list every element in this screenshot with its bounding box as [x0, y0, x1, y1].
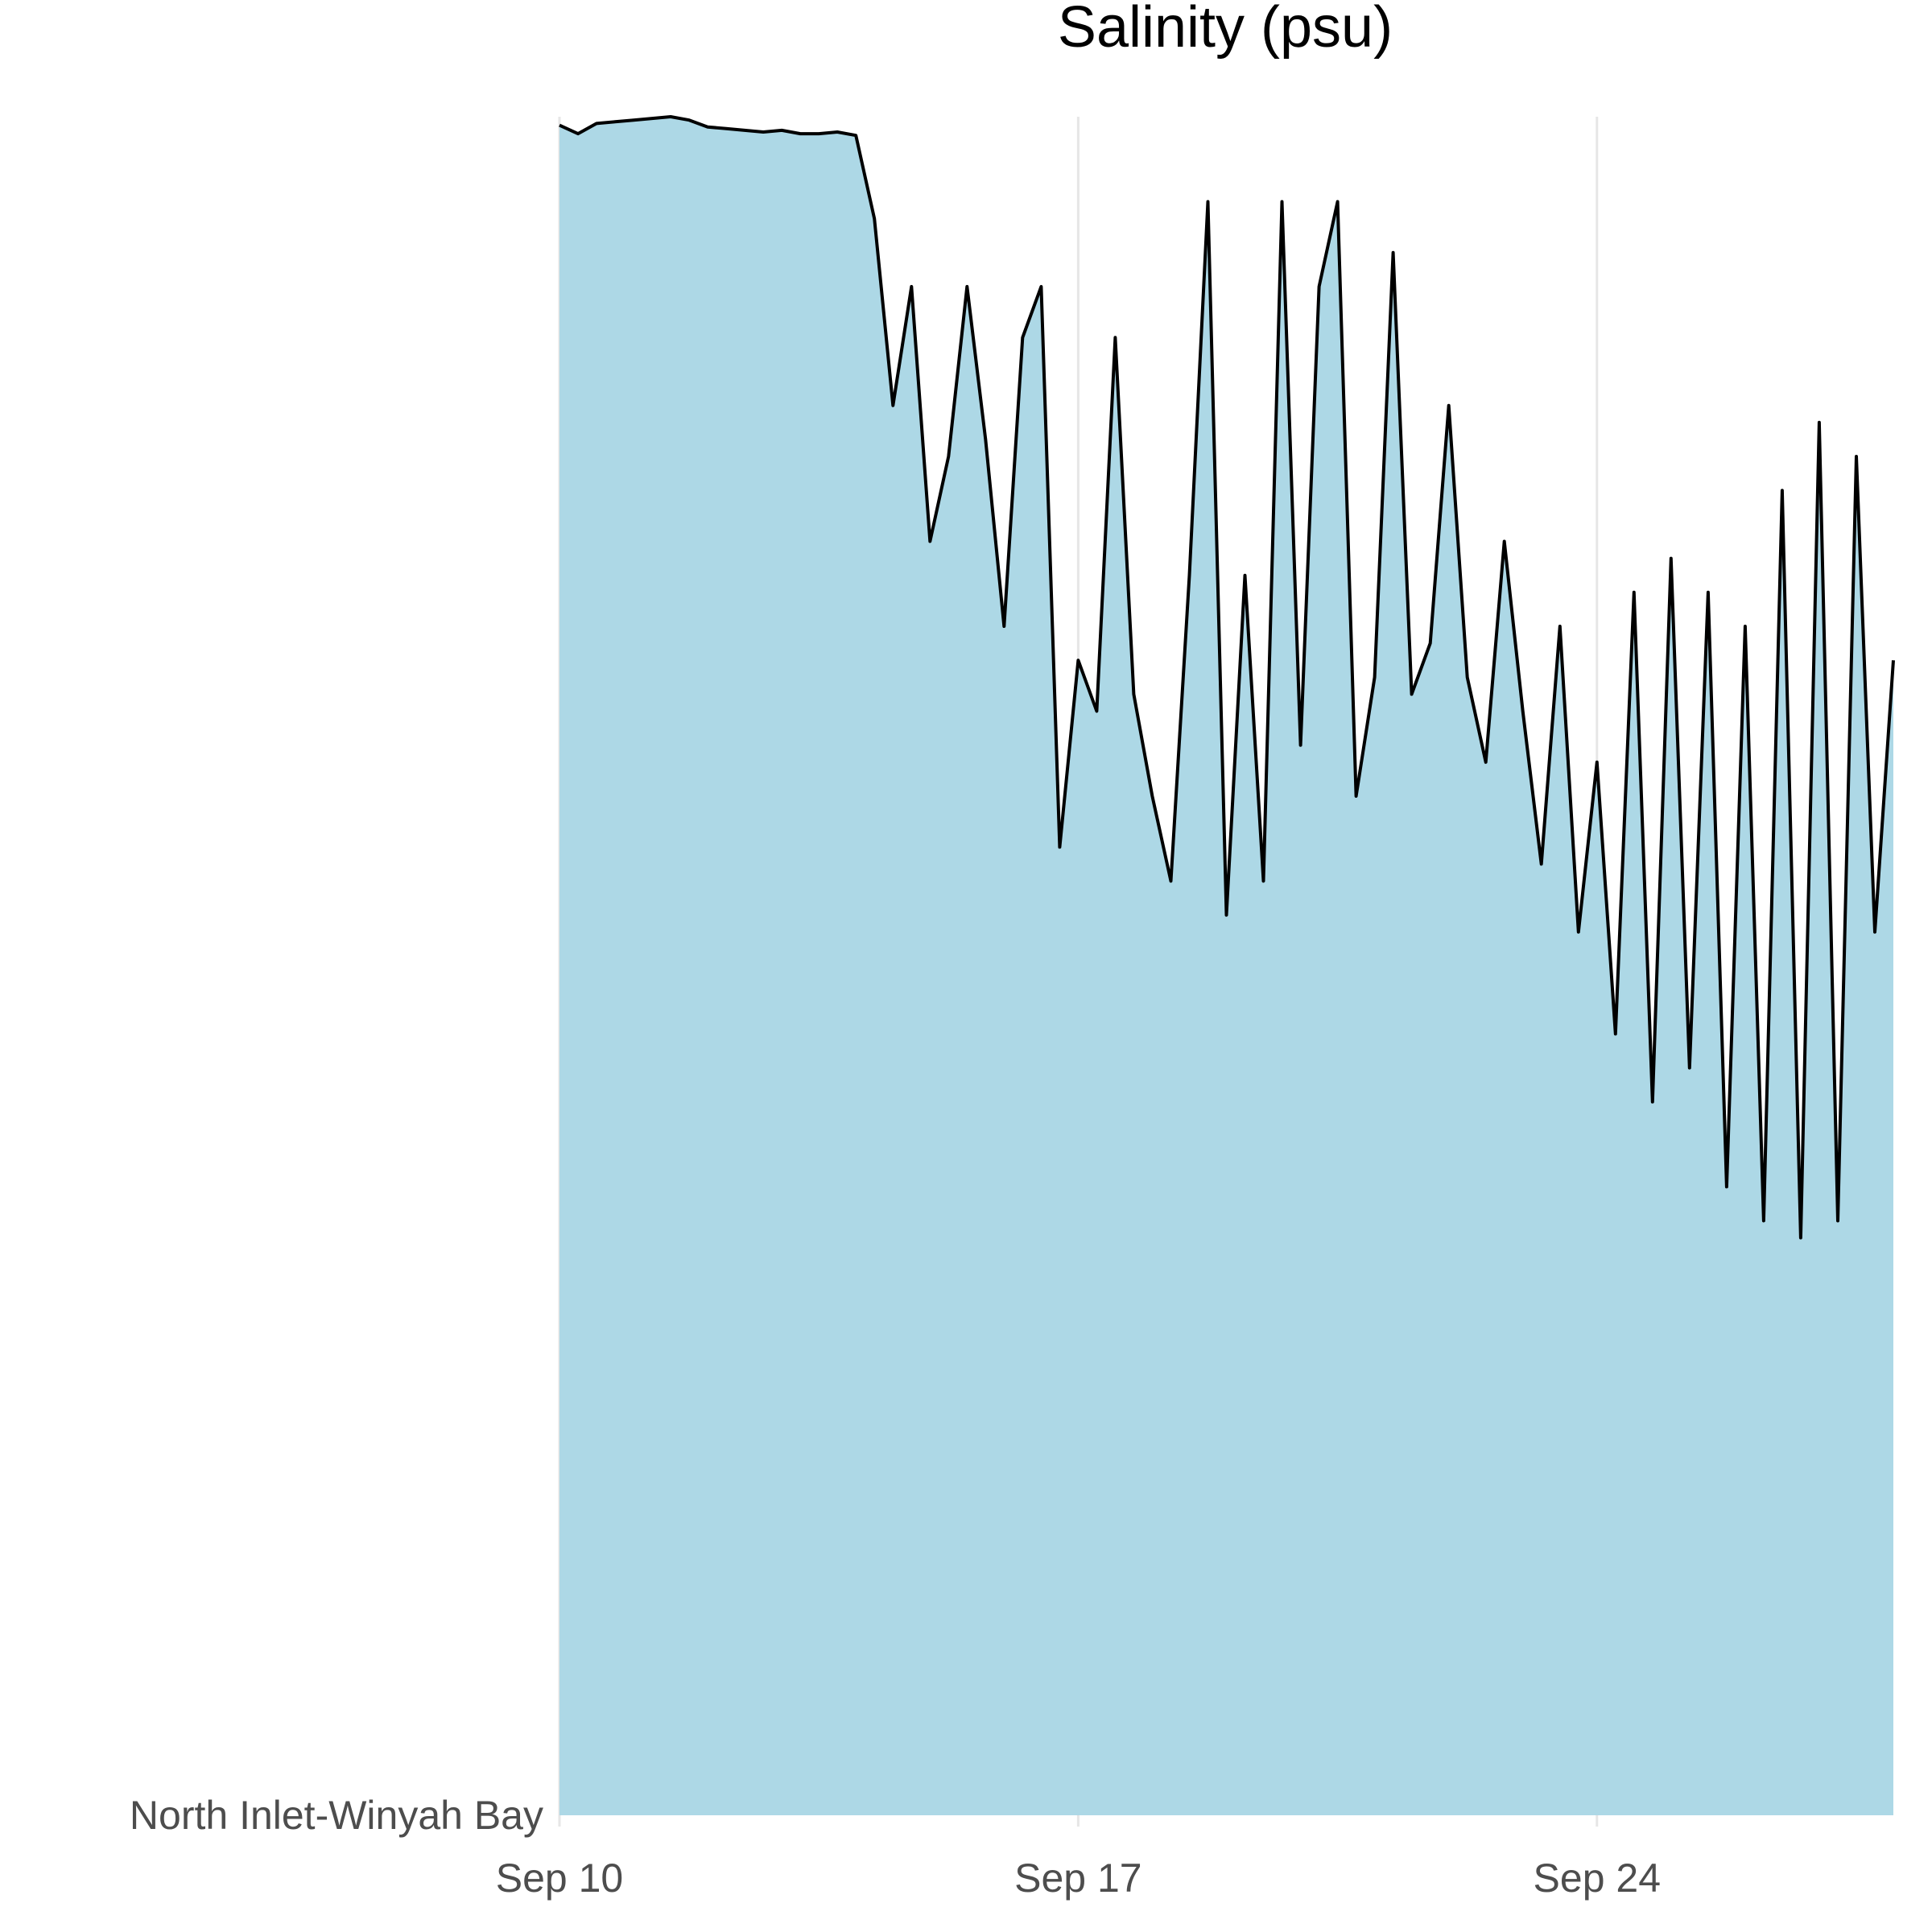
- salinity-area: [559, 117, 1893, 1815]
- salinity-line: [559, 115, 1895, 1240]
- x-tick-label: Sep 17: [1014, 1856, 1141, 1901]
- y-category-label: North Inlet-Winyah Bay: [130, 1793, 543, 1838]
- x-tick-label: Sep 24: [1534, 1856, 1661, 1901]
- x-axis-ticks: Sep 10 Sep 17 Sep 24: [496, 1815, 1661, 1901]
- x-tick-label: Sep 10: [496, 1856, 623, 1901]
- chart-title: Salinity (psu): [1058, 0, 1393, 60]
